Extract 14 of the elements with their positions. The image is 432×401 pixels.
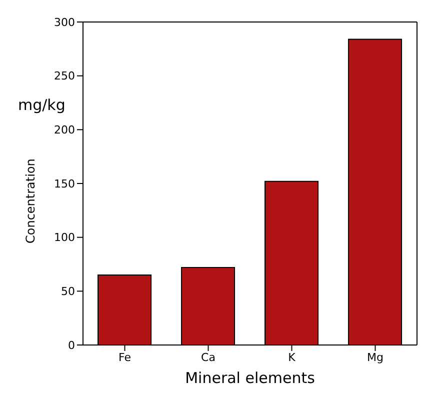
x-tick-label: Fe: [118, 350, 132, 364]
y-tick-label: 50: [61, 285, 75, 298]
y-tick-label: 0: [68, 338, 75, 352]
x-tick-label: K: [288, 350, 296, 364]
x-tick-label: Ca: [201, 350, 216, 364]
x-tick-label: Mg: [367, 350, 384, 364]
y-tick-label: 150: [54, 177, 75, 190]
y-tick-label: 200: [54, 124, 75, 137]
y-tick-label: 300: [54, 16, 75, 29]
y-axis-title: Concentration: [23, 158, 38, 244]
y-tick-label: 250: [54, 70, 75, 83]
unit-note: mg/kg: [18, 96, 66, 114]
y-tick-label: 100: [54, 231, 75, 244]
x-axis-title: Mineral elements: [185, 369, 316, 387]
